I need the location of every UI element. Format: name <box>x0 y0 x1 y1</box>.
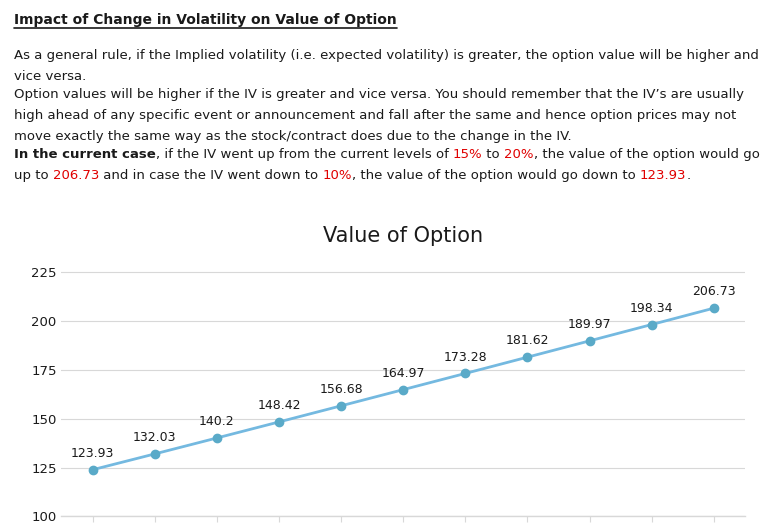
Text: vice versa.: vice versa. <box>14 70 86 83</box>
Text: 206.73: 206.73 <box>53 169 99 182</box>
Value of Option <box>212 435 221 441</box>
Text: 156.68: 156.68 <box>319 383 362 396</box>
Text: 132.03: 132.03 <box>133 431 177 444</box>
Text: , the value of the option would go: , the value of the option would go <box>534 148 760 161</box>
Text: 189.97: 189.97 <box>568 318 611 331</box>
Value of Option <box>585 338 594 344</box>
Line: Value of Option: Value of Option <box>88 304 718 474</box>
Text: and in case the IV went down to: and in case the IV went down to <box>99 169 323 182</box>
Text: 15%: 15% <box>452 148 482 161</box>
Text: 173.28: 173.28 <box>444 350 487 364</box>
Text: up to: up to <box>14 169 53 182</box>
Text: , the value of the option would go down to: , the value of the option would go down … <box>352 169 640 182</box>
Text: move exactly the same way as the stock/contract does due to the change in the IV: move exactly the same way as the stock/c… <box>14 130 571 143</box>
Text: 181.62: 181.62 <box>505 335 549 347</box>
Text: 123.93: 123.93 <box>71 447 114 460</box>
Text: 148.42: 148.42 <box>257 399 301 412</box>
Value of Option <box>461 370 470 377</box>
Text: Impact of Change in Volatility on Value of Option: Impact of Change in Volatility on Value … <box>14 13 396 27</box>
Value of Option <box>274 419 283 425</box>
Text: As a general rule, if the Implied volatility (i.e. expected volatility) is great: As a general rule, if the Implied volati… <box>14 49 759 62</box>
Text: 198.34: 198.34 <box>630 302 674 315</box>
Value of Option <box>150 451 159 457</box>
Text: 10%: 10% <box>323 169 352 182</box>
Value of Option <box>647 321 657 328</box>
Value of Option <box>336 403 346 409</box>
Text: 123.93: 123.93 <box>640 169 687 182</box>
Text: 20%: 20% <box>505 148 534 161</box>
Title: Value of Option: Value of Option <box>323 226 483 246</box>
Text: 206.73: 206.73 <box>692 286 736 298</box>
Text: .: . <box>687 169 690 182</box>
Text: high ahead of any specific event or announcement and fall after the same and hen: high ahead of any specific event or anno… <box>14 109 736 122</box>
Text: Option values will be higher if the IV is greater and vice versa. You should rem: Option values will be higher if the IV i… <box>14 88 744 101</box>
Value of Option <box>523 354 532 360</box>
Value of Option <box>399 386 408 393</box>
Value of Option <box>710 305 719 311</box>
Value of Option <box>88 466 97 473</box>
Text: 140.2: 140.2 <box>199 415 234 428</box>
Text: 164.97: 164.97 <box>382 367 425 380</box>
Text: , if the IV went up from the current levels of: , if the IV went up from the current lev… <box>156 148 452 161</box>
Text: to: to <box>482 148 505 161</box>
Text: In the current case: In the current case <box>14 148 156 161</box>
